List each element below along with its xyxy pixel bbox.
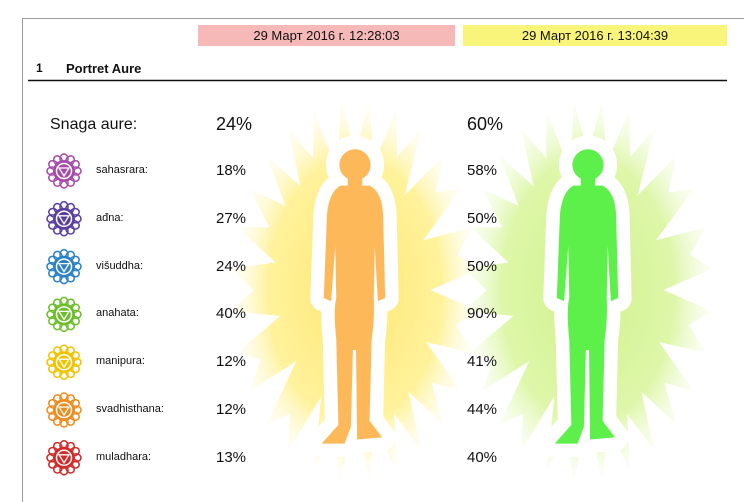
- section-number: 1: [36, 61, 43, 75]
- date-1: 29 Март 2016 г. 12:28:03: [198, 25, 455, 46]
- chakra-value: 24%: [216, 257, 247, 275]
- chakra-value: 90%: [467, 305, 498, 323]
- chakra-name: višuddha:: [96, 259, 144, 272]
- chakra-value: 18%: [216, 162, 247, 179]
- page-border: [22, 18, 744, 502]
- chakra-icon: [46, 344, 82, 380]
- aura-value: 24%: [216, 114, 253, 134]
- chakra-name: ađna:: [96, 211, 124, 224]
- chakra-value: 50%: [467, 209, 498, 227]
- chakra-icon: [46, 296, 82, 333]
- icon-symbol: [57, 310, 71, 321]
- chakra-name: anahata:: [96, 307, 139, 320]
- chakra-icon: [46, 392, 82, 428]
- aura-value: 60%: [467, 114, 504, 134]
- chakra-value: 44%: [467, 401, 498, 418]
- icon-symbol: [57, 215, 71, 226]
- chakra-value: 50%: [467, 257, 498, 275]
- icon-symbol: [57, 454, 71, 465]
- chakra-icon: [46, 153, 82, 189]
- icon-ring: [55, 401, 73, 419]
- chakra-icon: [46, 201, 82, 237]
- icon-ring: [55, 258, 73, 275]
- chakra-value: 58%: [467, 162, 498, 179]
- icon-ring: [55, 306, 73, 323]
- chakra-value: 27%: [216, 209, 247, 227]
- icon-ring: [55, 353, 73, 371]
- chakra-name: svadhisthana:: [96, 403, 164, 415]
- chakra-value: 12%: [216, 401, 247, 418]
- chakra-value: 40%: [216, 305, 247, 323]
- chakra-name: manipura:: [96, 355, 145, 368]
- chakra-name: muladhara:: [96, 450, 152, 463]
- aura-label: Snaga aure:: [50, 116, 138, 133]
- chakra-name: sahasrara:: [96, 164, 148, 176]
- icon-symbol: [57, 167, 71, 178]
- icon-ring: [55, 449, 73, 467]
- icon-symbol: [57, 358, 71, 369]
- icon-ring: [55, 162, 73, 180]
- icon-symbol: [57, 406, 71, 417]
- icon-symbol: [57, 262, 71, 273]
- icon-ring: [55, 210, 73, 228]
- chakra-value: 12%: [216, 353, 247, 371]
- chakra-icon: [46, 440, 82, 476]
- chakra-icon: [46, 248, 82, 285]
- chakra-value: 13%: [216, 448, 247, 466]
- section-title: Portret Aure: [66, 61, 142, 76]
- chakra-value: 41%: [467, 353, 498, 371]
- chakra-value: 40%: [467, 448, 498, 466]
- date-2: 29 Март 2016 г. 13:04:39: [463, 25, 727, 46]
